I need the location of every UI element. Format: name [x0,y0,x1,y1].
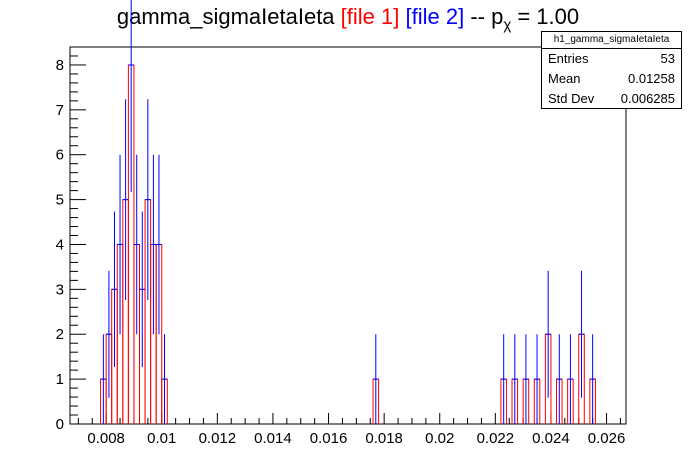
stats-row-mean: Mean 0.01258 [542,69,681,89]
axes: 0.008 0.01 0.012 0.014 0.016 0.018 0.02 0.022 0.… [56,55,626,447]
title-main: gamma_sigmaIetaIeta [116,4,335,29]
x-tick-label: 0.022 [477,430,515,447]
x-tick-label: 0.012 [199,430,237,447]
title-file2: [file 2] [405,4,465,29]
x-tick-label: 0.02 [425,430,454,447]
stats-row-stddev: Std Dev 0.006285 [542,89,681,109]
y-tick-label: 5 [56,192,64,209]
x-tick-label: 0.026 [588,430,626,447]
y-tick-label: 0 [56,416,64,433]
title-tail: = 1.00 [517,4,580,29]
x-tick-label: 0.008 [87,430,125,447]
stats-label: Mean [548,71,581,86]
y-tick-label: 1 [56,371,64,388]
x-tick-label: 0.014 [254,430,292,447]
chart-title: gamma_sigmaIetaIeta [file 1] [file 2] --… [0,4,696,33]
stats-value: 53 [660,51,675,66]
stats-label: Entries [548,51,589,66]
stats-label: Std Dev [548,91,595,106]
stats-row-entries: Entries 53 [542,49,681,69]
stats-title: h1_gamma_sigmaIetaIeta [542,32,681,49]
y-tick-label: 8 [56,57,64,74]
x-tick-label: 0.018 [365,430,403,447]
stats-value: 0.01258 [628,71,675,86]
title-file1: [file 1] [340,4,400,29]
x-tick-label: 0.01 [147,430,176,447]
series-file1 [100,64,596,424]
title-sub: χ [503,16,512,34]
title-sep: -- p [470,4,504,29]
x-tick-label: 0.016 [310,430,348,447]
stats-box: h1_gamma_sigmaIetaIeta Entries 53 Mean 0… [541,31,682,109]
y-tick-label: 4 [56,236,64,253]
stats-value: 0.006285 [620,91,675,106]
y-tick-label: 7 [56,102,64,119]
x-tick-label: 0.024 [532,430,570,447]
y-tick-label: 3 [56,281,64,298]
y-tick-label: 2 [56,326,64,343]
y-tick-label: 6 [56,147,64,164]
series-file2 [100,0,596,424]
